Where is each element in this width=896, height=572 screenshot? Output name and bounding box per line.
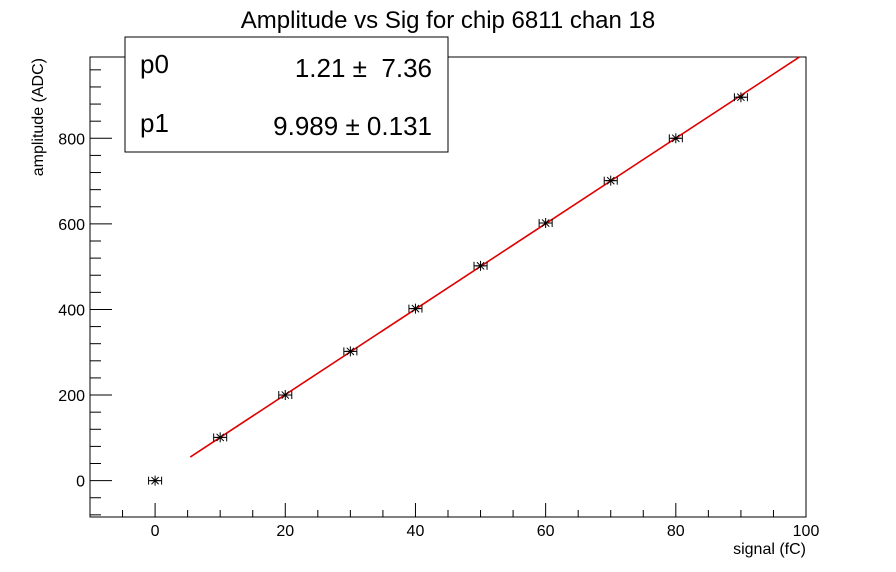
data-point bbox=[150, 475, 161, 486]
y-tick-label: 600 bbox=[58, 217, 85, 234]
x-tick-label: 20 bbox=[276, 523, 294, 540]
x-tick-label: 0 bbox=[151, 523, 160, 540]
data-point bbox=[670, 133, 681, 144]
data-point bbox=[735, 92, 746, 103]
x-tick-label: 40 bbox=[407, 523, 425, 540]
data-point bbox=[605, 175, 616, 186]
y-tick-label: 200 bbox=[58, 388, 85, 405]
stats-box-frame bbox=[124, 36, 449, 153]
x-tick-label: 100 bbox=[793, 523, 820, 540]
stats-box: p0 1.21 ± 7.36 p1 9.989 ± 0.131 bbox=[124, 36, 449, 153]
y-tick-label: 800 bbox=[58, 131, 85, 148]
y-tick-label: 400 bbox=[58, 302, 85, 319]
y-tick-label: 0 bbox=[76, 474, 85, 491]
chart-title: Amplitude vs Sig for chip 6811 chan 18 bbox=[241, 7, 655, 34]
fit-line bbox=[189, 56, 800, 458]
data-point bbox=[410, 303, 421, 314]
data-point bbox=[345, 346, 356, 357]
data-point bbox=[215, 432, 226, 443]
stats-p0-name: p0 bbox=[140, 49, 169, 79]
x-tick-label: 80 bbox=[667, 523, 685, 540]
x-axis-label: signal (fC) bbox=[733, 541, 806, 558]
stats-p1-value: 9.989 ± 0.131 bbox=[273, 111, 432, 141]
stats-p1-name: p1 bbox=[140, 108, 169, 138]
y-axis-label: amplitude (ADC) bbox=[30, 58, 47, 176]
stats-p0-value: 1.21 ± 7.36 bbox=[295, 53, 432, 83]
data-point bbox=[475, 260, 486, 271]
data-point bbox=[280, 390, 291, 401]
data-point bbox=[540, 218, 551, 229]
x-tick-label: 60 bbox=[537, 523, 555, 540]
plot-area: 0 20 40 60 80 100 0 200 400 600 800 bbox=[58, 56, 820, 540]
